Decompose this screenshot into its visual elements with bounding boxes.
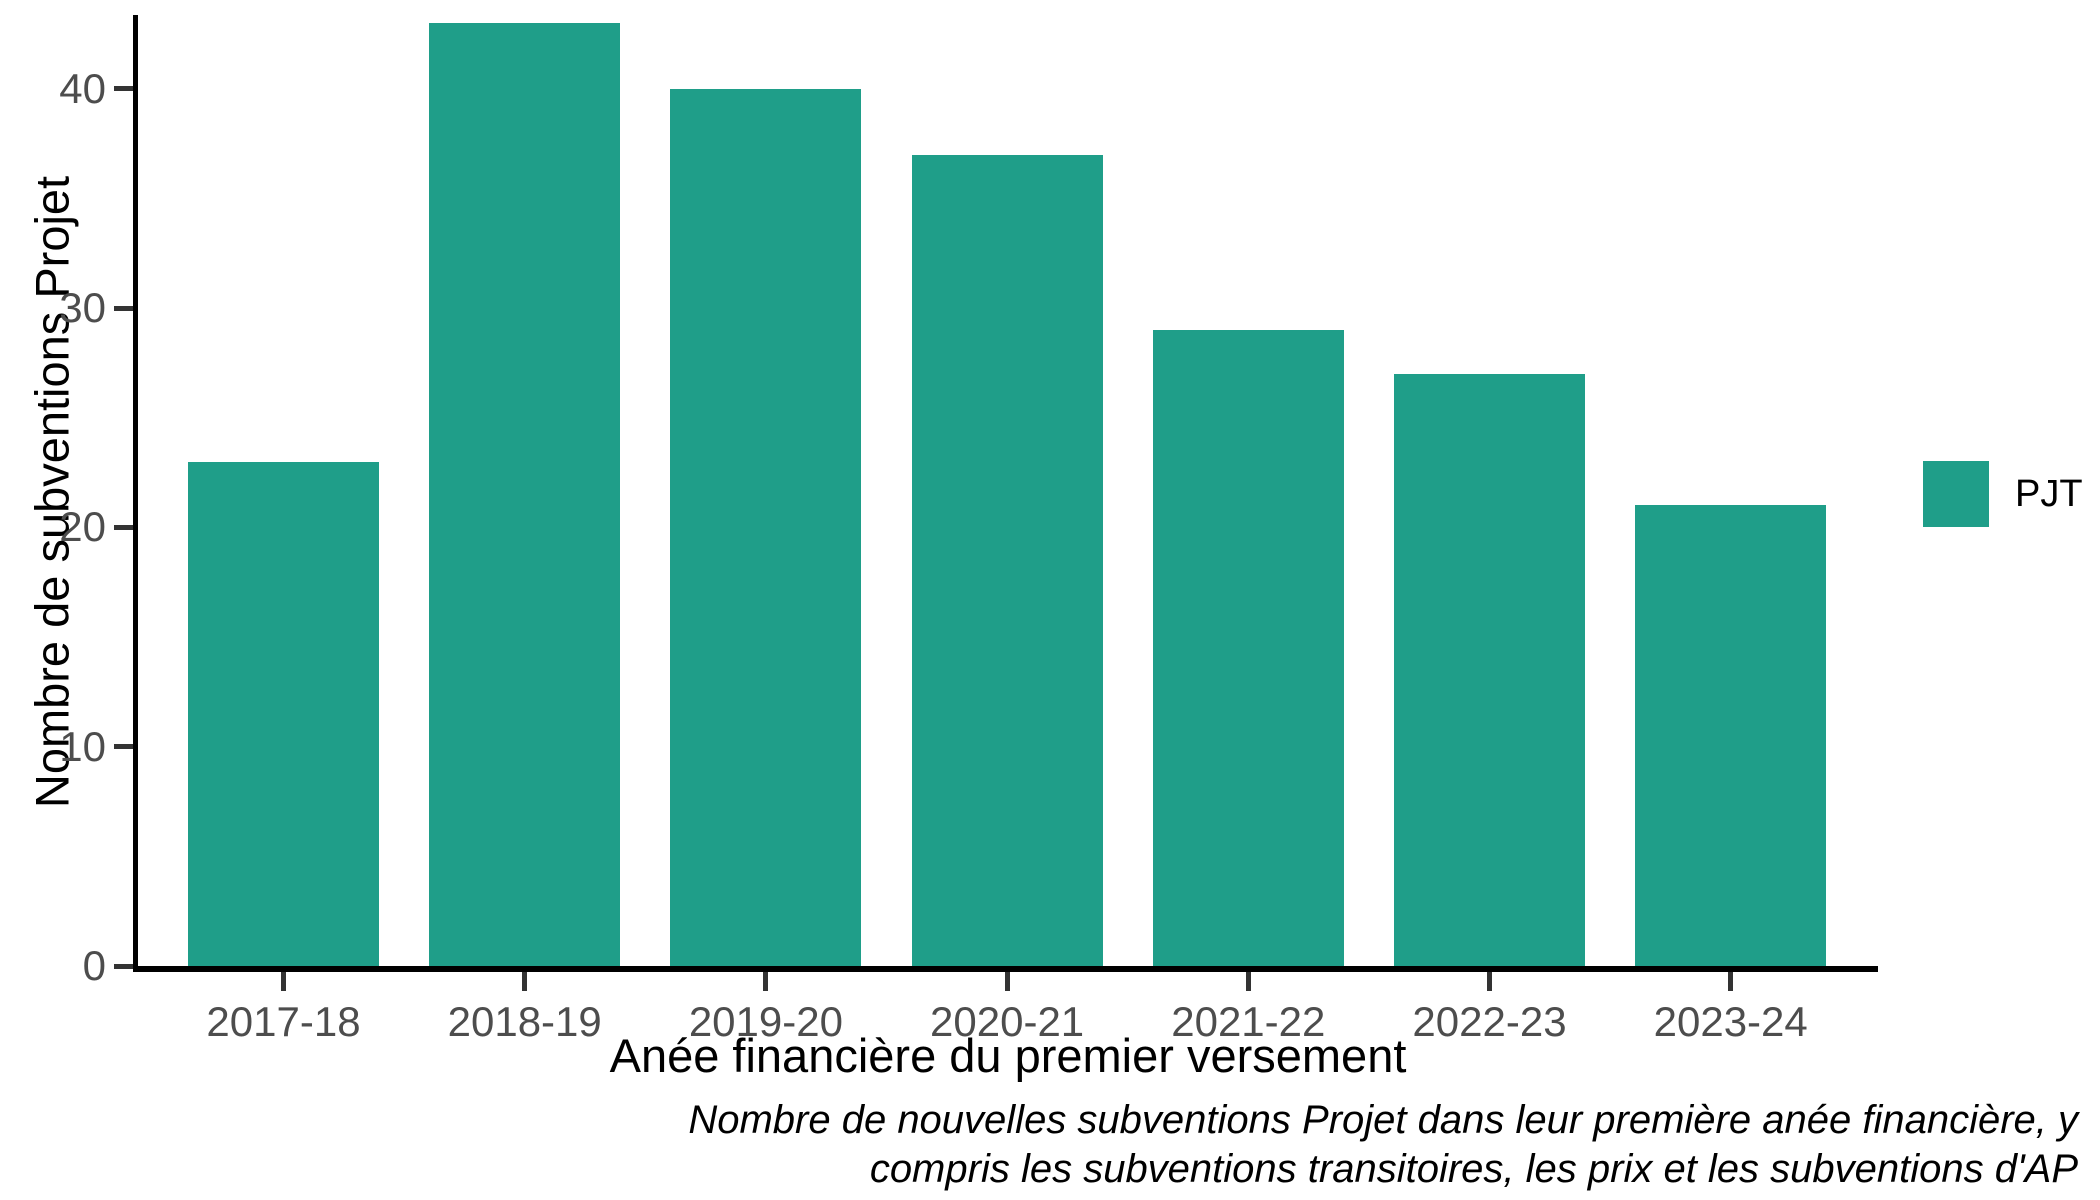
caption-line-2: compris les subventions transitoires, le… (869, 1146, 2078, 1191)
y-tick-label-40: 40 (59, 64, 106, 112)
y-tick-mark-10 (114, 744, 133, 750)
plot-panel: 0 10 20 30 40 2017-18 2018-19 2019-20 2020-21 20… (59, 15, 1878, 1045)
legend-swatch-pjt (1923, 461, 1989, 527)
x-tick-label-2021-22: 2021-22 (1171, 998, 1326, 1045)
y-tick-mark-0 (114, 963, 133, 969)
bar-2022-23 (1394, 373, 1585, 966)
x-tick-mark-2019-20 (763, 972, 769, 991)
y-tick-label-0: 0 (82, 942, 106, 989)
x-tick-label-2022-23: 2022-23 (1412, 998, 1567, 1045)
x-tick-mark-2021-22 (1245, 972, 1251, 991)
x-tick-label-2020-21: 2020-21 (930, 998, 1085, 1045)
x-tick-mark-2018-19 (522, 972, 528, 991)
x-tick-label-2023-24: 2023-24 (1653, 998, 1808, 1045)
bar-2021-22 (1152, 330, 1344, 966)
x-tick-label-2018-19: 2018-19 (447, 998, 602, 1045)
x-tick-mark-2020-21 (1004, 972, 1010, 991)
chart-caption: Nombre de nouvelles subventions Projet d… (688, 1096, 2078, 1194)
x-axis-title: Anée financière du premier versement (609, 1029, 1407, 1082)
caption-line-1: Nombre de nouvelles subventions Projet d… (688, 1098, 2078, 1142)
y-axis-line (133, 15, 138, 966)
bar-2018-19 (429, 23, 621, 966)
bar-2020-21 (911, 154, 1103, 966)
y-tick-label-10: 10 (59, 722, 106, 770)
x-tick-label-2017-18: 2017-18 (206, 998, 361, 1045)
x-axis-line (133, 966, 1878, 972)
bar-2019-20 (670, 88, 862, 966)
x-tick-mark-2022-23 (1487, 972, 1492, 991)
y-tick-mark-20 (114, 524, 133, 530)
x-tick-label-2019-20: 2019-20 (688, 998, 843, 1045)
legend-label: PJT (2015, 472, 2083, 515)
y-tick-label-30: 30 (59, 284, 106, 332)
x-tick-mark-2023-24 (1728, 972, 1734, 991)
y-tick-mark-30 (114, 305, 133, 311)
legend: PJT (1923, 461, 2083, 527)
y-axis-title: Nombre de subventions Projet (25, 175, 79, 809)
y-tick-label-20: 20 (59, 503, 106, 551)
x-tick-mark-2017-18 (281, 972, 286, 991)
y-tick-mark-40 (114, 86, 133, 92)
bar-2017-18 (188, 461, 379, 966)
bar-2023-24 (1635, 505, 1827, 966)
